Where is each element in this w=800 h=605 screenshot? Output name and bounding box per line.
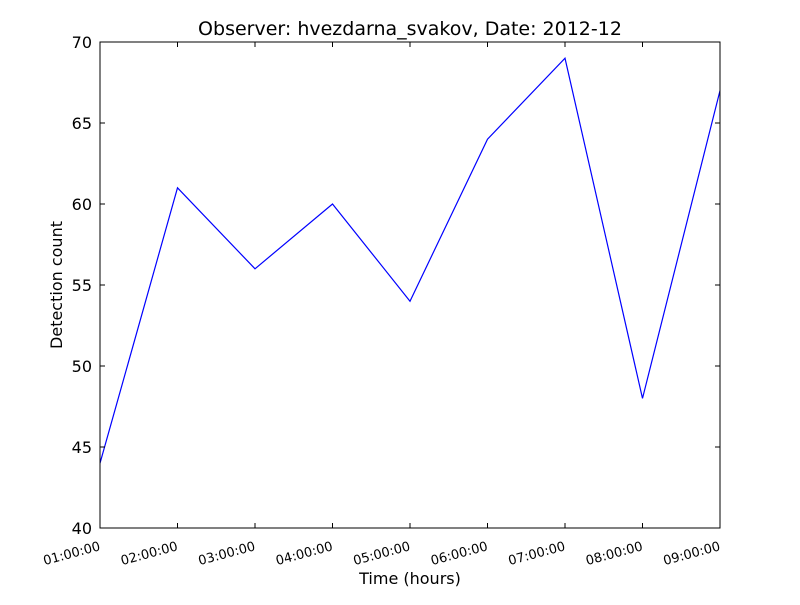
y-tick-label: 70	[72, 33, 92, 52]
plot-area: 40 45 50 55 60 65 70 01:00:00 02:00:00 03:00:00 04…	[42, 33, 722, 569]
y-axis-label: Detection count	[47, 221, 66, 349]
x-tick-label: 06:00:00	[429, 539, 489, 569]
y-tick-label: 45	[72, 438, 92, 457]
x-tick-label: 04:00:00	[274, 539, 334, 569]
chart-title: Observer: hvezdarna_svakov, Date: 2012-1…	[198, 18, 622, 40]
x-tick-label: 02:00:00	[119, 539, 179, 569]
y-tick-label: 65	[72, 114, 92, 133]
x-axis-label: Time (hours)	[358, 569, 461, 588]
x-tick-label: 05:00:00	[352, 539, 412, 569]
x-tick-label: 03:00:00	[197, 539, 257, 569]
y-tick-label: 60	[72, 195, 92, 214]
x-tick-label: 08:00:00	[584, 539, 644, 569]
x-tick-label: 09:00:00	[662, 539, 722, 569]
x-tick-label: 01:00:00	[42, 539, 102, 569]
y-tick-label: 50	[72, 357, 92, 376]
series-line-0	[99, 56, 721, 464]
axes-frame	[99, 41, 721, 529]
y-tick-label: 40	[72, 519, 92, 538]
y-tick-label: 55	[72, 276, 92, 295]
x-tick-label: 07:00:00	[507, 539, 567, 569]
